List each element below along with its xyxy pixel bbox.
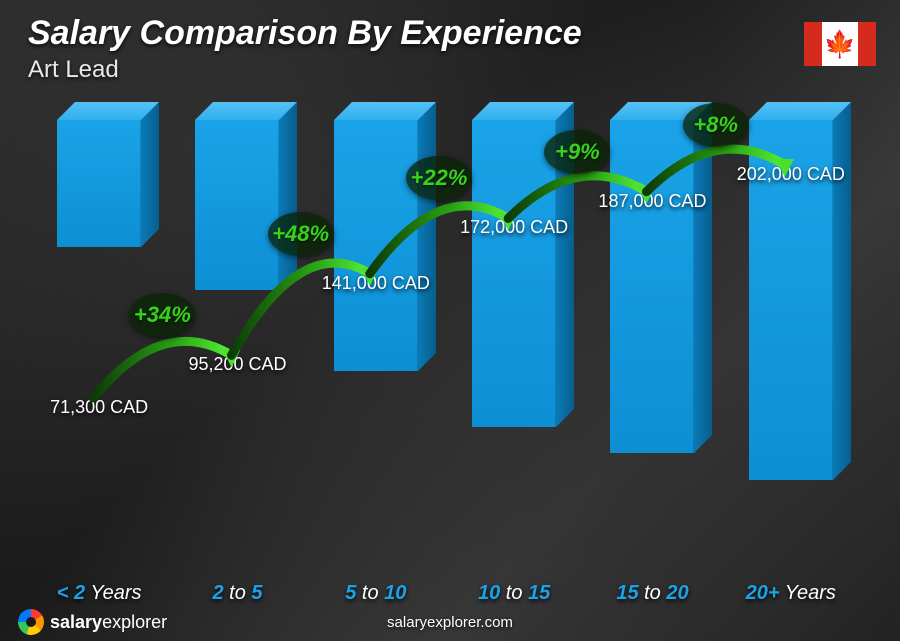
chart-subtitle: Art Lead: [28, 56, 119, 84]
chart-stage: Salary Comparison By Experience Art Lead…: [0, 0, 900, 641]
category-label: < 2 Years: [57, 582, 142, 605]
canada-flag-icon: 🍁: [804, 22, 876, 66]
category-label: 2 to 5: [212, 582, 262, 605]
pct-change-badge: +8%: [683, 103, 749, 147]
bar-chart: 71,300 CAD< 2 Years95,200 CAD2 to 5141,0…: [30, 120, 860, 573]
footer-url: salaryexplorer.com: [0, 614, 900, 631]
category-label: 10 to 15: [478, 582, 550, 605]
category-label: 5 to 10: [345, 582, 406, 605]
chart-title: Salary Comparison By Experience: [28, 14, 582, 53]
category-label: 15 to 20: [616, 582, 688, 605]
category-label: 20+ Years: [746, 582, 836, 605]
